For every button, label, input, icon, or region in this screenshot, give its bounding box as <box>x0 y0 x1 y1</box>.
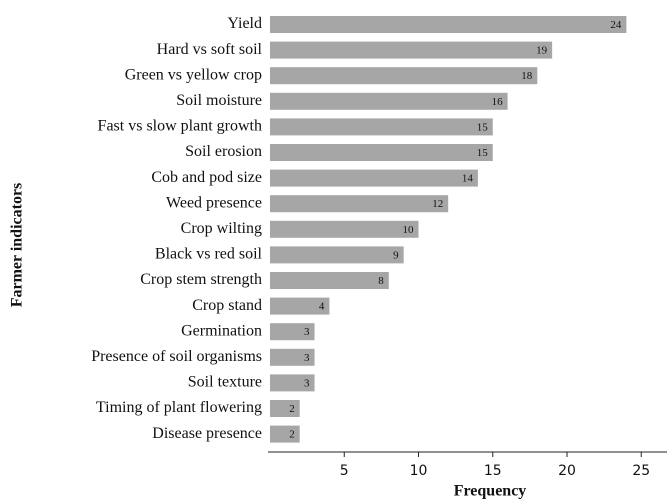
x-axis-title: Frequency <box>454 483 527 500</box>
value-label: 16 <box>492 96 504 108</box>
value-label: 3 <box>304 326 310 338</box>
bar <box>270 118 493 136</box>
value-label: 12 <box>432 198 443 210</box>
value-label: 2 <box>289 403 295 415</box>
value-label: 15 <box>477 147 489 159</box>
value-label: 3 <box>304 377 310 389</box>
value-label: 2 <box>289 429 295 441</box>
x-tick-label: 10 <box>410 463 428 479</box>
value-label: 9 <box>393 249 399 261</box>
bar <box>270 323 315 341</box>
y-tick-label: Hard vs soft soil <box>157 41 263 58</box>
x-tick-label: 5 <box>340 463 349 479</box>
y-tick-label: Presence of soil organisms <box>91 348 262 365</box>
bar <box>270 374 315 392</box>
bar <box>270 92 508 110</box>
bar <box>270 41 553 59</box>
x-tick-label: 25 <box>632 463 650 479</box>
y-axis-title: Farmer indicators <box>9 183 26 308</box>
bar <box>270 348 315 366</box>
y-tick-label: Soil moisture <box>176 92 262 109</box>
bar <box>270 272 389 289</box>
y-tick-label: Cob and pod size <box>151 169 262 186</box>
y-tick-label: Disease presence <box>152 425 262 442</box>
value-label: 3 <box>304 352 310 364</box>
y-tick-label: Timing of plant flowering <box>96 399 262 416</box>
y-tick-label: Weed presence <box>166 194 262 211</box>
value-label: 19 <box>536 45 548 57</box>
y-tick-label: Crop wilting <box>181 220 262 237</box>
bar <box>270 16 627 33</box>
y-tick-label: Soil texture <box>188 374 262 391</box>
y-tick-label: Fast vs slow plant growth <box>98 118 262 135</box>
y-tick-label: Crop stand <box>192 297 262 314</box>
value-label: 8 <box>378 275 384 287</box>
y-tick-label: Green vs yellow crop <box>125 66 262 83</box>
value-label: 14 <box>462 173 474 185</box>
bar <box>270 220 419 238</box>
bar <box>270 195 449 213</box>
bar <box>270 67 538 85</box>
y-tick-label: Black vs red soil <box>155 246 263 263</box>
y-tick-label: Germination <box>181 322 262 339</box>
bar <box>270 246 404 264</box>
value-label: 4 <box>319 301 325 313</box>
bar <box>270 400 300 417</box>
bar <box>270 425 300 443</box>
x-tick-label: 15 <box>484 463 502 479</box>
bar <box>270 297 330 315</box>
x-tick-label: 20 <box>558 463 576 479</box>
value-label: 18 <box>521 70 533 82</box>
y-tick-label: Yield <box>227 15 262 32</box>
bar <box>270 144 493 161</box>
y-tick-label: Crop stem strength <box>140 271 262 288</box>
bar <box>270 169 478 187</box>
value-label: 15 <box>477 121 489 133</box>
value-label: 10 <box>402 224 414 236</box>
value-label: 24 <box>610 19 622 31</box>
y-tick-label: Soil erosion <box>185 143 262 160</box>
